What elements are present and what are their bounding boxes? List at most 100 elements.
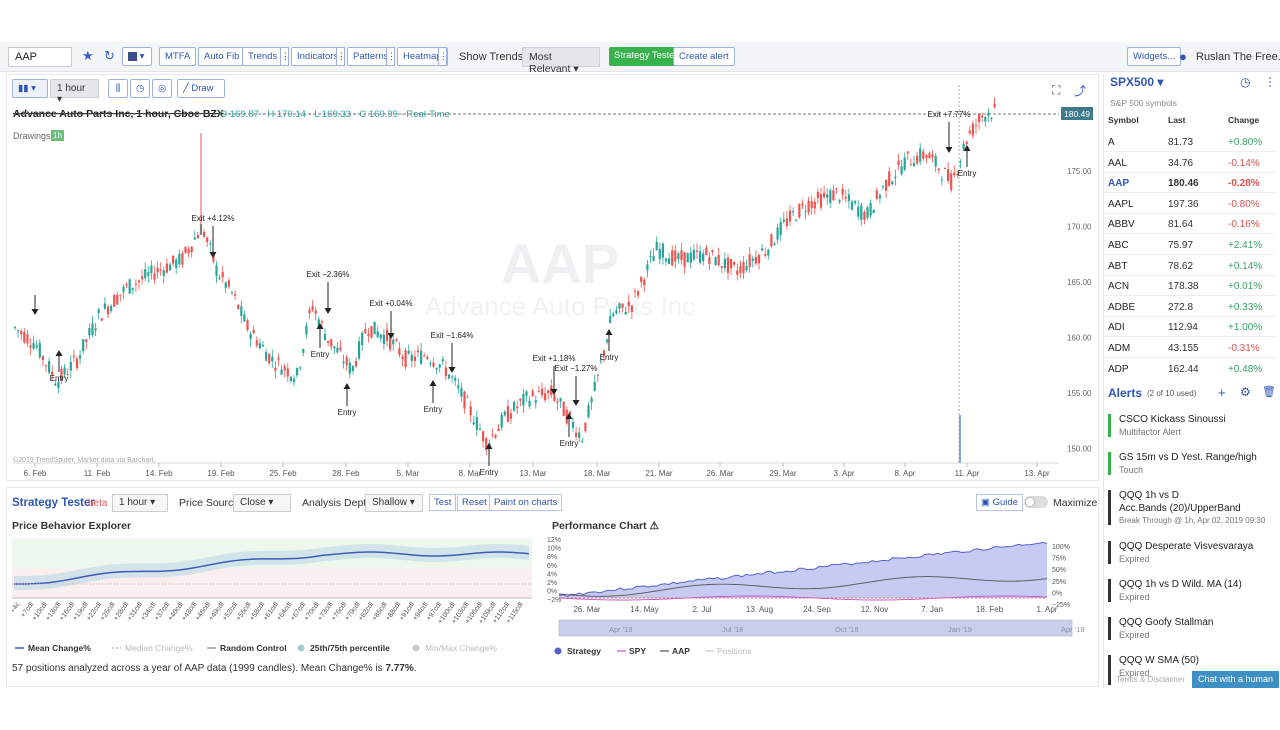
candle-body <box>463 391 466 409</box>
share-icon[interactable]: ⤴ <box>1074 84 1087 98</box>
heatmap-button[interactable]: Heatmap <box>397 47 448 66</box>
chart-type-button[interactable]: ▮▮ ▾ <box>12 79 48 98</box>
candle-body <box>519 398 522 401</box>
symbol-input[interactable]: AAP <box>8 47 72 67</box>
watchlist-row[interactable]: AAL 34.76 -0.14% <box>1104 153 1276 173</box>
chart-color-button[interactable]: ▾ <box>122 47 152 66</box>
watchlist-row[interactable]: ACN 178.38 +0.01% <box>1104 276 1276 297</box>
trends-button[interactable]: Trends <box>242 47 284 66</box>
indicators-menu-grip[interactable]: ⋮ <box>336 47 346 66</box>
mtfa-button[interactable]: MTFA <box>159 47 197 66</box>
alert-settings-icon[interactable]: ⚙ <box>1240 385 1251 399</box>
watchlist-row[interactable]: ADBE 272.8 +0.33% <box>1104 297 1276 317</box>
candle-body <box>336 347 339 353</box>
autofib-button[interactable]: Auto Fib <box>198 47 246 66</box>
watchlist-row[interactable]: ADP 162.44 +0.48% <box>1104 359 1276 372</box>
add-alert-icon[interactable]: + <box>1218 385 1226 400</box>
perf-legend-label[interactable]: Strategy <box>567 646 601 656</box>
reset-button[interactable]: Reset <box>457 494 492 511</box>
candle-body <box>410 354 413 362</box>
pbe-legend-label[interactable]: 25th/75th percentile <box>310 643 390 653</box>
analysis-depth-select[interactable]: Shallow ▾ <box>365 494 423 512</box>
target-tool-icon[interactable]: ◎ <box>152 79 172 98</box>
strategy-tester-button[interactable]: Strategy Tester <box>609 47 683 66</box>
guide-button[interactable]: ▣ Guide <box>976 494 1023 511</box>
strategy-interval-select[interactable]: 1 hour ▾ <box>112 494 168 512</box>
perf-legend-label[interactable]: Positions <box>717 646 752 656</box>
watchlist-change: +0.80% <box>1228 137 1263 148</box>
chat-button[interactable]: Chat with a human <box>1192 671 1279 688</box>
price-source-select[interactable]: Close ▾ <box>233 494 291 512</box>
x-tick-label: 26. Mar <box>706 469 733 478</box>
clock-tool-icon[interactable]: ◷ <box>130 79 150 98</box>
drawings-badge[interactable]: 1h <box>51 130 64 141</box>
perf-legend-label[interactable]: SPY <box>629 646 646 656</box>
fullscreen-icon[interactable]: ⛶ <box>1052 83 1061 97</box>
perf-left-tick: 2% <box>547 580 557 587</box>
watchlist-symbol-select[interactable]: SPX500 ▾ <box>1110 75 1164 89</box>
perf-legend-label[interactable]: AAP <box>672 646 690 656</box>
alert-item[interactable]: QQQ 1h vs D Wild. MA (14) Expired <box>1108 579 1278 602</box>
history-icon[interactable]: ◷ <box>1240 75 1251 89</box>
candle-body <box>965 141 968 145</box>
candle-body <box>364 329 367 334</box>
interval-select[interactable]: 1 hour ▾ <box>50 79 99 105</box>
watchlist-row[interactable]: A 81.73 +0.80% <box>1104 132 1276 152</box>
create-alert-button[interactable]: Create alert <box>673 47 735 66</box>
watchlist-row[interactable]: AAP 180.46 -0.28% <box>1104 173 1276 194</box>
watchlist-row[interactable]: ABT 78.62 +0.14% <box>1104 256 1276 276</box>
alert-item[interactable]: QQQ 1h vs D Acc.Bands (20)/UpperBand Bre… <box>1108 490 1278 525</box>
widgets-button[interactable]: Widgets... <box>1127 47 1182 66</box>
test-button[interactable]: Test <box>429 494 457 511</box>
refresh-icon[interactable]: ↻ <box>104 48 115 63</box>
watchlist-row[interactable]: ABC 75.97 +2.41% <box>1104 235 1276 255</box>
watchlist-symbol: AAL <box>1108 157 1127 169</box>
candle-body <box>172 255 175 264</box>
candle-body <box>925 154 928 159</box>
user-icon[interactable]: ● <box>1179 49 1187 64</box>
candle-body <box>54 383 57 386</box>
paint-on-charts-button[interactable]: Paint on charts <box>489 494 563 511</box>
candle-body <box>153 273 156 280</box>
draw-button[interactable]: ╱ Draw <box>177 79 225 98</box>
exit-arrowhead <box>209 252 217 258</box>
watchlist-row[interactable]: AAPL 197.36 -0.80% <box>1104 194 1276 214</box>
entry-label: Entry <box>480 468 499 477</box>
candle-body <box>757 254 761 264</box>
candle-body <box>249 333 252 340</box>
alert-item[interactable]: CSCO Kickass Sinoussi Multifactor Alert <box>1108 414 1278 437</box>
candle-body <box>94 328 97 331</box>
navigator-selection[interactable] <box>559 620 1072 636</box>
watchlist-row[interactable]: ADM 43.155 -0.31% <box>1104 338 1276 358</box>
show-trends-select[interactable]: Most Relevant ▾ <box>522 47 600 75</box>
star-icon[interactable]: ★ <box>82 48 94 63</box>
alert-item[interactable]: GS 15m vs D Yest. Range/high Touch <box>1108 452 1278 475</box>
maximize-toggle[interactable] <box>1024 496 1048 508</box>
alert-item[interactable]: QQQ W SMA (50) Expired <box>1108 655 1278 685</box>
candle-body <box>978 114 981 123</box>
trends-menu-grip[interactable]: ⋮ <box>280 47 290 66</box>
crosshair-tool-icon[interactable]: ⫼ <box>108 79 128 98</box>
candle-body <box>962 143 965 150</box>
pbe-legend-label[interactable]: Random Control <box>220 643 287 653</box>
pbe-legend-label[interactable]: Median Change% <box>125 643 193 653</box>
candle-body <box>392 339 395 345</box>
exit-arrowhead <box>31 309 39 315</box>
alert-item[interactable]: QQQ Desperate Visvesvaraya Expired <box>1108 541 1278 564</box>
strategy-area <box>559 542 1047 598</box>
watchlist-row[interactable]: ABBV 81.64 -0.16% <box>1104 214 1276 235</box>
alert-item[interactable]: QQQ Goofy Stallman Expired <box>1108 617 1278 640</box>
pbe-legend-label[interactable]: Mean Change% <box>28 643 91 653</box>
watchlist-row[interactable]: ADI 112.94 +1.00% <box>1104 317 1276 338</box>
terms-link[interactable]: Terms & Disclaimer <box>1116 675 1185 684</box>
menu-icon[interactable]: ⋮ <box>1264 75 1276 89</box>
candle-body <box>478 428 482 430</box>
patterns-menu-grip[interactable]: ⋮ <box>386 47 396 66</box>
candle-body <box>144 269 147 279</box>
candle-body <box>615 310 618 314</box>
pbe-legend-label[interactable]: Min/Max Change% <box>425 643 497 653</box>
heatmap-menu-grip[interactable]: ⋮ <box>438 47 448 66</box>
delete-alerts-icon[interactable]: 🗑 <box>1262 386 1276 398</box>
price-chart[interactable]: AAP Advance Auto Parts Inc Exit +4.12%Ex… <box>7 75 1100 482</box>
user-name[interactable]: Ruslan The Free... <box>1196 51 1280 63</box>
